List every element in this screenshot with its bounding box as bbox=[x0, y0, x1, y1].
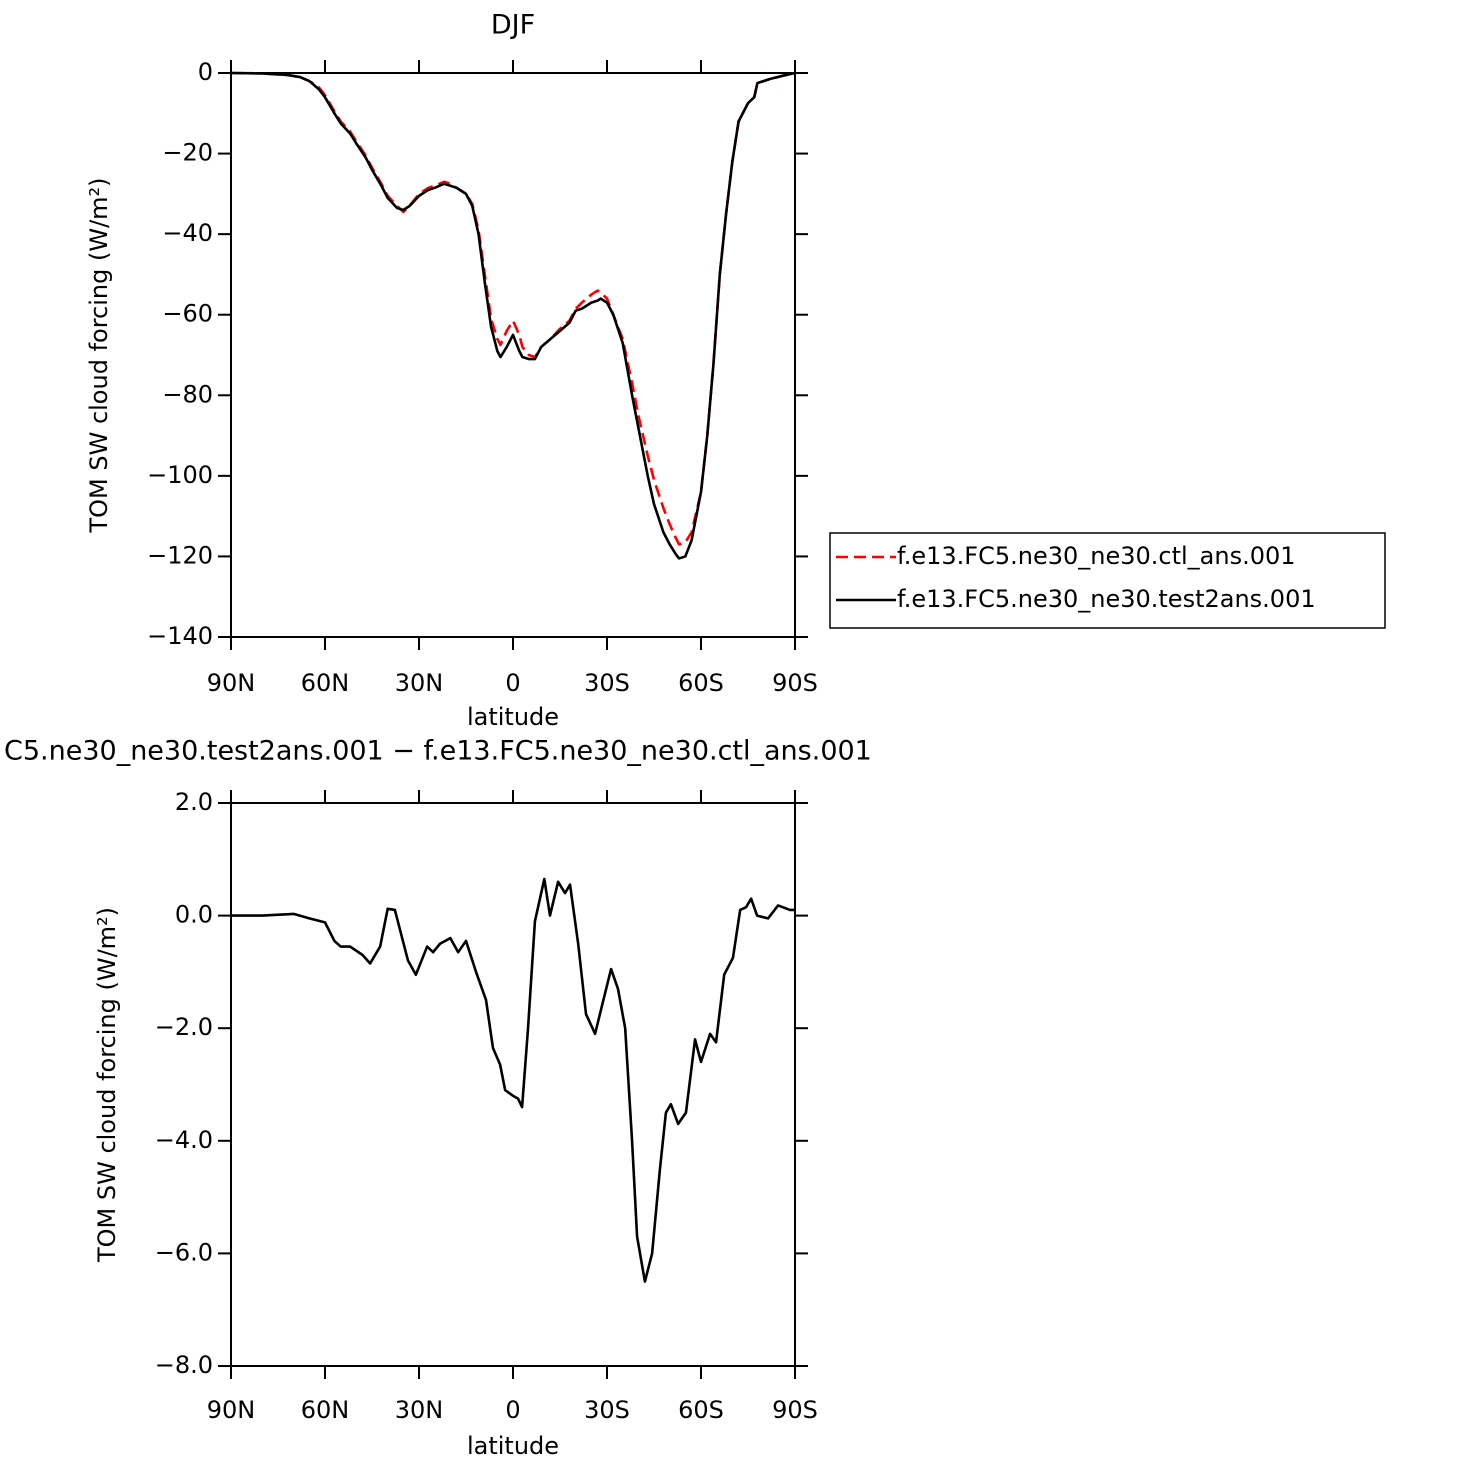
legend-label: f.e13.FC5.ne30_ne30.ctl_ans.001 bbox=[897, 542, 1296, 570]
y-tick-label: −80 bbox=[162, 380, 213, 408]
x-tick-label: 90N bbox=[207, 1396, 256, 1424]
plot-frame bbox=[230, 72, 796, 638]
y-tick-label: −100 bbox=[147, 461, 213, 489]
y-tick-label: 2.0 bbox=[175, 788, 213, 816]
x-axis-label: latitude bbox=[467, 703, 559, 731]
y-tick-label: −8.0 bbox=[155, 1351, 213, 1379]
x-tick-label: 30N bbox=[395, 669, 444, 697]
x-tick-label: 60S bbox=[678, 669, 724, 697]
y-tick-label: −40 bbox=[162, 219, 213, 247]
x-tick-label: 60N bbox=[301, 669, 350, 697]
chart-title: DJF bbox=[491, 10, 535, 41]
legend-box bbox=[829, 532, 1386, 629]
data-line bbox=[230, 71, 796, 546]
y-tick-label: −20 bbox=[162, 139, 213, 167]
data-line bbox=[230, 71, 796, 560]
y-axis-label: TOM SW cloud forcing (W/m²) bbox=[85, 177, 113, 533]
x-tick-label: 30S bbox=[584, 1396, 630, 1424]
y-tick-label: 0.0 bbox=[175, 901, 213, 929]
plot-frame bbox=[230, 802, 796, 1367]
data-line bbox=[231, 877, 795, 1283]
y-tick-label: 0 bbox=[198, 58, 213, 86]
x-tick-label: 60S bbox=[678, 1396, 724, 1424]
y-tick-label: −60 bbox=[162, 300, 213, 328]
x-tick-label: 0 bbox=[505, 1396, 520, 1424]
y-tick-label: −140 bbox=[147, 622, 213, 650]
x-tick-label: 90S bbox=[772, 1396, 818, 1424]
y-tick-label: −120 bbox=[147, 541, 213, 569]
y-tick-label: −2.0 bbox=[155, 1013, 213, 1041]
x-tick-label: 90S bbox=[772, 669, 818, 697]
x-axis-label: latitude bbox=[467, 1432, 559, 1460]
x-tick-label: 30S bbox=[584, 669, 630, 697]
x-tick-label: 90N bbox=[207, 669, 256, 697]
y-axis-label: TOM SW cloud forcing (W/m²) bbox=[93, 907, 121, 1263]
x-tick-label: 0 bbox=[505, 669, 520, 697]
y-tick-label: −6.0 bbox=[155, 1238, 213, 1266]
legend-label: f.e13.FC5.ne30_ne30.test2ans.001 bbox=[897, 585, 1316, 613]
x-tick-label: 60N bbox=[301, 1396, 350, 1424]
chart-title: C5.ne30_ne30.test2ans.001 − f.e13.FC5.ne… bbox=[4, 736, 872, 767]
y-tick-label: −4.0 bbox=[155, 1126, 213, 1154]
x-tick-label: 30N bbox=[395, 1396, 444, 1424]
